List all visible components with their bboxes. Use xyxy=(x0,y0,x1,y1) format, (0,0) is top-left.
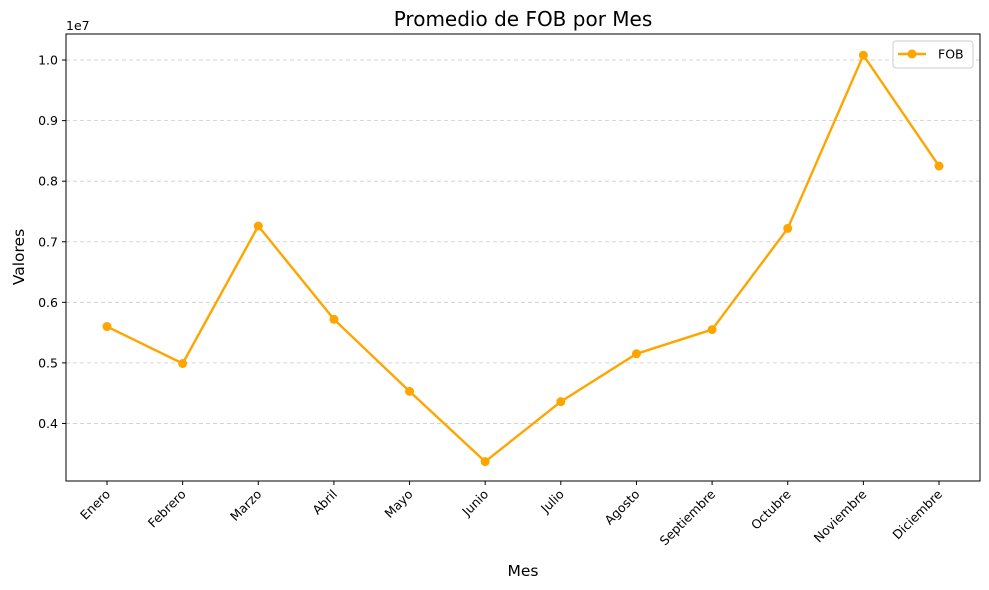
data-point xyxy=(556,397,566,407)
data-point xyxy=(480,457,490,467)
y-offset-label: 1e7 xyxy=(66,18,90,33)
data-point xyxy=(405,386,415,396)
data-point xyxy=(178,358,188,368)
grid-lines xyxy=(66,59,980,424)
y-tick-label: 0.8 xyxy=(38,174,58,189)
y-axis-title: Valores xyxy=(10,229,28,285)
y-tick-label: 0.5 xyxy=(38,355,58,370)
y-tick-label: 0.9 xyxy=(38,113,58,128)
y-tick-label: 0.4 xyxy=(38,416,58,431)
legend-label-fob: FOB xyxy=(938,47,964,62)
data-point xyxy=(253,221,263,231)
y-tick-label: 0.7 xyxy=(38,234,58,249)
x-axis-title: Mes xyxy=(508,562,539,580)
y-tick-label: 1.0 xyxy=(38,53,58,68)
data-point xyxy=(934,161,944,171)
legend-box xyxy=(892,40,974,69)
data-point xyxy=(631,349,641,359)
series-line-fob xyxy=(106,54,940,463)
legend-marker-swatch xyxy=(907,49,917,59)
data-point xyxy=(858,50,868,60)
y-axis: 0.4 0.5 0.6 0.7 0.8 0.9 1.0 xyxy=(38,53,66,431)
data-point xyxy=(329,314,339,324)
data-point xyxy=(783,223,793,233)
plot-frame xyxy=(65,33,981,482)
y-tick-label: 0.6 xyxy=(38,295,58,310)
data-point xyxy=(102,322,112,332)
legend: FOB xyxy=(892,40,974,69)
chart-title: Promedio de FOB por Mes xyxy=(394,7,653,31)
data-point xyxy=(707,325,717,335)
series-layer xyxy=(102,50,944,467)
